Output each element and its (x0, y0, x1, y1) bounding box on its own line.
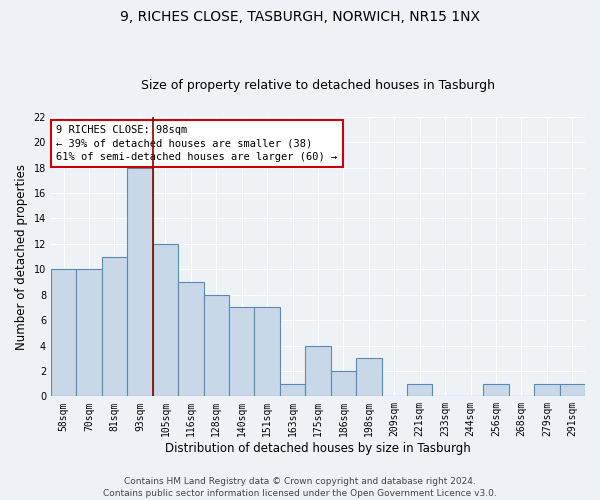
Bar (178, 282, 203, 397)
Bar (534, 384, 560, 396)
Bar (280, 384, 305, 396)
Bar (356, 358, 382, 397)
Bar (127, 168, 152, 396)
Bar (102, 256, 127, 396)
Text: Contains HM Land Registry data © Crown copyright and database right 2024.
Contai: Contains HM Land Registry data © Crown c… (103, 476, 497, 498)
Text: 9, RICHES CLOSE, TASBURGH, NORWICH, NR15 1NX: 9, RICHES CLOSE, TASBURGH, NORWICH, NR15… (120, 10, 480, 24)
Title: Size of property relative to detached houses in Tasburgh: Size of property relative to detached ho… (141, 79, 495, 92)
Bar (305, 346, 331, 397)
Bar (229, 308, 254, 396)
Bar (483, 384, 509, 396)
Bar (76, 270, 102, 396)
Bar (560, 384, 585, 396)
Y-axis label: Number of detached properties: Number of detached properties (15, 164, 28, 350)
Bar (254, 308, 280, 396)
Bar (331, 371, 356, 396)
Bar (152, 244, 178, 396)
Bar (51, 270, 76, 396)
Text: 9 RICHES CLOSE: 98sqm
← 39% of detached houses are smaller (38)
61% of semi-deta: 9 RICHES CLOSE: 98sqm ← 39% of detached … (56, 125, 338, 162)
Bar (203, 294, 229, 396)
Bar (407, 384, 433, 396)
X-axis label: Distribution of detached houses by size in Tasburgh: Distribution of detached houses by size … (165, 442, 471, 455)
